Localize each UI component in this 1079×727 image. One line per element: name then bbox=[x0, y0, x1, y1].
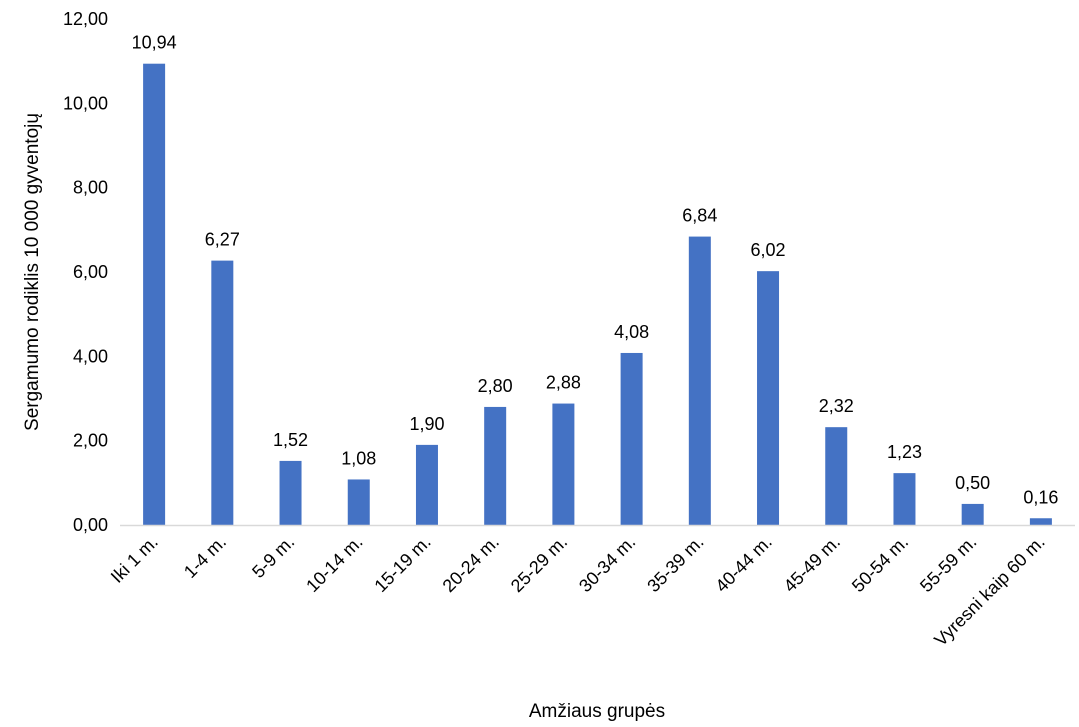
bar bbox=[620, 352, 643, 525]
data-labels: 10,94 6,27 1,52 1,08 1,90 2,80 2,88 4,08 6,84 6,0… bbox=[132, 33, 1059, 508]
y-axis-title: Sergamumo rodiklis 10 000 gyventojų bbox=[22, 113, 43, 431]
x-tick-label: 15-19 m. bbox=[370, 532, 434, 596]
data-label: 1,90 bbox=[409, 414, 444, 434]
bar bbox=[415, 444, 438, 525]
data-label: 0,16 bbox=[1023, 487, 1058, 507]
y-tick-label: 8,00 bbox=[73, 178, 108, 198]
y-tick-label: 6,00 bbox=[73, 262, 108, 282]
bar bbox=[484, 406, 507, 525]
bar bbox=[279, 460, 302, 525]
x-tick-label: 45-49 m. bbox=[780, 532, 844, 596]
y-tick-label: 12,00 bbox=[63, 9, 108, 29]
data-label: 0,50 bbox=[955, 473, 990, 493]
x-tick-label: 5-9 m. bbox=[248, 532, 298, 582]
x-tick-label: 40-44 m. bbox=[711, 532, 775, 596]
bar bbox=[211, 260, 234, 525]
bars bbox=[143, 63, 1052, 526]
x-tick-label: 35-39 m. bbox=[643, 532, 707, 596]
bar bbox=[688, 236, 711, 525]
data-label: 1,52 bbox=[273, 430, 308, 450]
data-label: 2,80 bbox=[478, 376, 513, 396]
x-tick-label: 30-34 m. bbox=[575, 532, 639, 596]
y-tick-label: 2,00 bbox=[73, 431, 108, 451]
data-label: 10,94 bbox=[132, 33, 177, 53]
data-label: 6,02 bbox=[751, 240, 786, 260]
x-tick-label: 20-24 m. bbox=[439, 532, 503, 596]
bar bbox=[347, 479, 370, 525]
bar bbox=[825, 427, 848, 525]
x-tick-label: 50-54 m. bbox=[848, 532, 912, 596]
x-axis-title: Amžiaus grupės bbox=[529, 701, 665, 722]
bar bbox=[552, 403, 575, 525]
data-label: 2,32 bbox=[819, 396, 854, 416]
data-label: 1,08 bbox=[341, 448, 376, 468]
y-tick-label: 4,00 bbox=[73, 346, 108, 366]
data-label: 2,88 bbox=[546, 373, 581, 393]
data-label: 4,08 bbox=[614, 322, 649, 342]
x-tick-label: 10-14 m. bbox=[302, 532, 366, 596]
x-tick-label: 55-59 m. bbox=[916, 532, 980, 596]
data-label: 6,84 bbox=[682, 206, 717, 226]
y-axis-ticks: 0,00 2,00 4,00 6,00 8,00 10,00 12,00 bbox=[63, 9, 108, 535]
bar bbox=[757, 271, 780, 525]
bar bbox=[961, 503, 984, 525]
x-tick-label: 1-4 m. bbox=[180, 532, 230, 582]
bar bbox=[143, 63, 166, 526]
y-tick-label: 0,00 bbox=[73, 515, 108, 535]
bar bbox=[1029, 518, 1052, 525]
x-tick-label: 25-29 m. bbox=[507, 532, 571, 596]
x-tick-label: Iki 1 m. bbox=[107, 532, 162, 587]
x-axis-ticks: Iki 1 m. 1-4 m. 5-9 m. 10-14 m. 15-19 m. 20-2… bbox=[107, 532, 1049, 650]
data-label: 1,23 bbox=[887, 442, 922, 462]
bar bbox=[893, 473, 916, 525]
y-tick-label: 10,00 bbox=[63, 93, 108, 113]
data-label: 6,27 bbox=[205, 230, 240, 250]
